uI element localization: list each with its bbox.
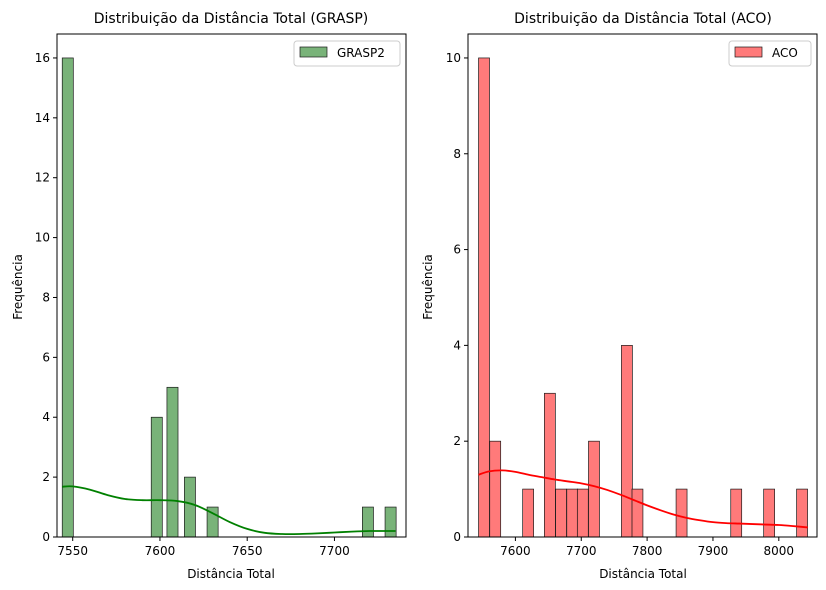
legend-label: ACO xyxy=(772,46,798,60)
x-ticks: 7550 7600 7650 7700 xyxy=(57,537,350,558)
x-axis-label: Distância Total xyxy=(187,567,275,581)
legend-swatch xyxy=(299,46,328,58)
x-ticks: 7600 7700 7800 7900 8000 xyxy=(500,537,794,558)
x-tick-label: 7600 xyxy=(145,544,176,558)
histogram-bar xyxy=(544,392,556,538)
histogram-bar xyxy=(576,488,589,538)
legend-label: GRASP2 xyxy=(337,46,385,60)
histogram-bar xyxy=(61,57,74,538)
y-tick-label: 2 xyxy=(453,434,461,448)
histogram-bar xyxy=(675,488,688,538)
histogram-bar xyxy=(362,506,374,538)
x-tick-label: 7800 xyxy=(632,544,663,558)
x-tick-label: 7700 xyxy=(319,544,350,558)
histogram-bar xyxy=(730,488,743,538)
y-tick-label: 4 xyxy=(42,410,50,424)
chart-title: Distribuição da Distância Total (GRASP) xyxy=(94,11,368,27)
y-tick-label: 8 xyxy=(453,147,461,161)
x-tick-label: 7900 xyxy=(698,544,729,558)
histogram-bar xyxy=(555,488,567,538)
y-tick-label: 12 xyxy=(35,171,50,185)
chart-title: Distribuição da Distância Total (ACO) xyxy=(514,11,772,27)
legend-swatch xyxy=(734,46,763,58)
x-tick-label: 8000 xyxy=(764,544,795,558)
histogram-bar xyxy=(478,57,490,538)
histogram-bar xyxy=(489,440,502,538)
histogram-bar xyxy=(522,488,534,538)
y-tick-label: 8 xyxy=(42,290,50,304)
y-tick-label: 14 xyxy=(35,111,50,125)
histogram-bar xyxy=(150,416,163,538)
chart-aco: Distribuição da Distância Total (ACO) Di… xyxy=(421,11,818,581)
y-axis-label: Frequência xyxy=(11,254,25,320)
histogram-bar xyxy=(763,488,775,538)
x-tick-label: 7650 xyxy=(232,544,263,558)
histogram-bar xyxy=(796,488,808,538)
y-tick-label: 6 xyxy=(453,243,461,257)
kde-line xyxy=(62,485,396,536)
histogram-bar xyxy=(184,476,196,538)
histogram-bar xyxy=(566,488,579,538)
histogram-bar xyxy=(384,506,397,538)
y-tick-label: 16 xyxy=(35,51,50,65)
histogram-bar xyxy=(588,440,600,538)
histogram-bar xyxy=(166,386,179,538)
y-tick-label: 10 xyxy=(446,51,461,65)
x-axis-label: Distância Total xyxy=(599,567,687,581)
plot-frame xyxy=(56,33,407,538)
y-tick-label: 4 xyxy=(453,338,461,352)
bars-group xyxy=(61,57,397,538)
bars-group xyxy=(478,57,808,538)
x-tick-label: 7550 xyxy=(57,544,88,558)
y-ticks: 0 2 4 6 8 10 12 14 16 xyxy=(35,51,57,544)
histogram-bar xyxy=(621,345,633,538)
x-tick-label: 7700 xyxy=(566,544,597,558)
legend: ACO xyxy=(728,40,812,67)
y-ticks: 0 2 4 6 8 10 xyxy=(446,51,468,544)
kde-group xyxy=(478,469,808,529)
y-axis-label: Frequência xyxy=(421,254,435,320)
legend: GRASP2 xyxy=(293,40,401,67)
histogram-bar xyxy=(631,488,644,538)
y-tick-label: 0 xyxy=(453,530,461,544)
y-tick-label: 6 xyxy=(42,350,50,364)
x-tick-label: 7600 xyxy=(500,544,531,558)
kde-group xyxy=(62,485,396,536)
y-tick-label: 0 xyxy=(42,530,50,544)
y-tick-label: 2 xyxy=(42,470,50,484)
chart-grasp: Distribuição da Distância Total (GRASP) … xyxy=(11,11,407,581)
kde-line xyxy=(478,469,808,529)
y-tick-label: 10 xyxy=(35,231,50,245)
plot-frame xyxy=(467,33,818,538)
